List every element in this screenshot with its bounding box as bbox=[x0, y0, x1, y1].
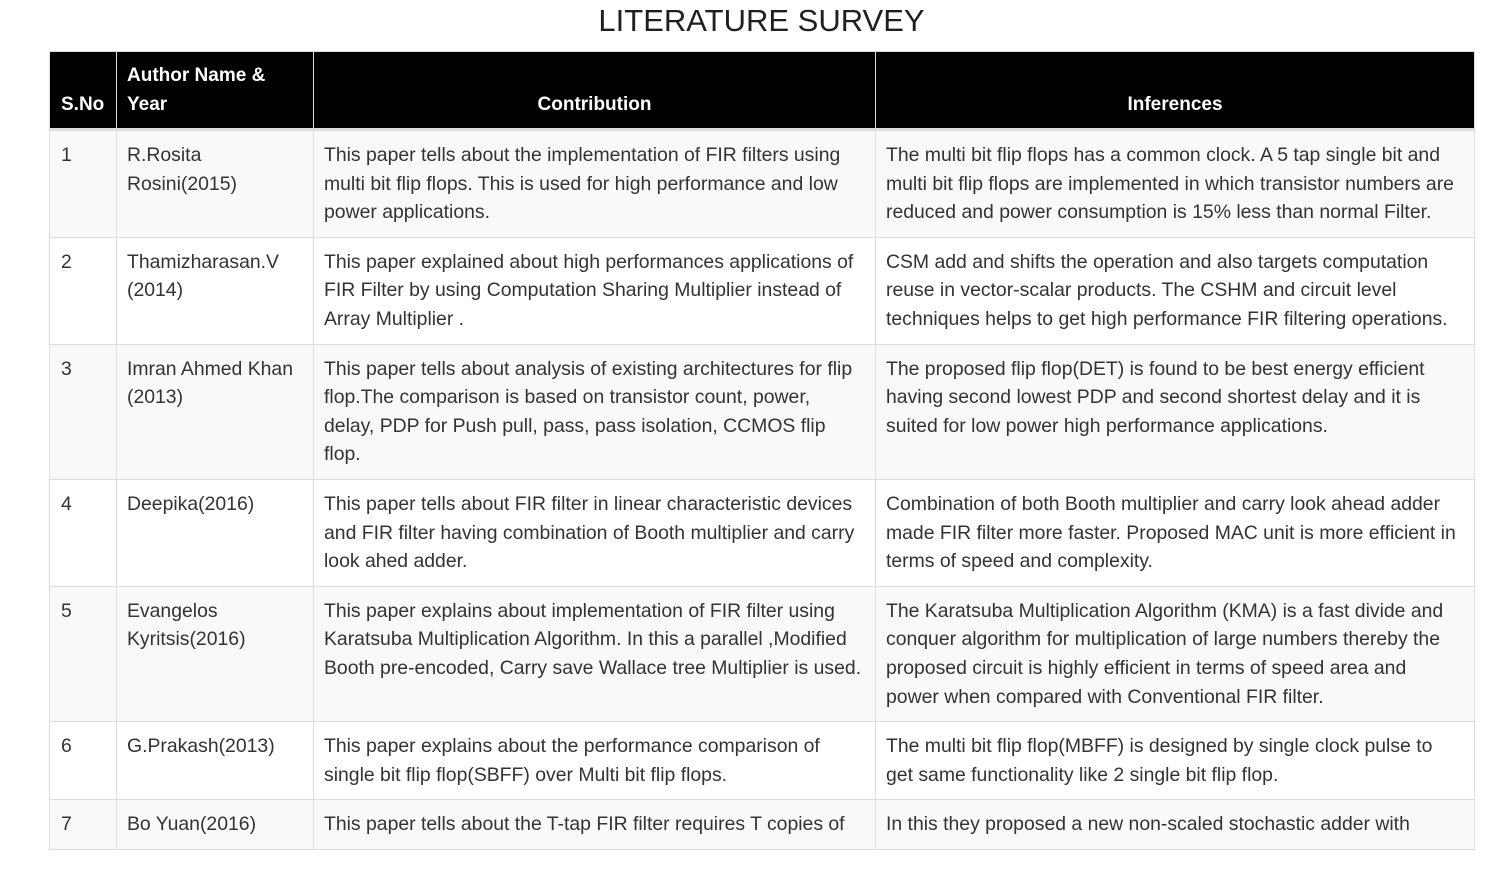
cell-author: R.Rosita Rosini(2015) bbox=[116, 129, 314, 238]
cell-contribution: This paper tells about the T-tap FIR fil… bbox=[313, 799, 876, 850]
cell-author: Bo Yuan(2016) bbox=[116, 799, 314, 850]
cell-contribution: This paper explained about high performa… bbox=[313, 236, 876, 345]
cell-sno: 7 bbox=[49, 799, 117, 850]
cell-sno: 4 bbox=[49, 478, 117, 587]
table-row: 4 Deepika(2016) This paper tells about F… bbox=[49, 478, 1475, 587]
cell-author: Deepika(2016) bbox=[116, 478, 314, 587]
table-row: 2 Thamizharasan.V (2014) This paper expl… bbox=[49, 236, 1475, 345]
cell-sno: 1 bbox=[49, 129, 117, 238]
cell-author: Evangelos Kyritsis(2016) bbox=[116, 585, 314, 723]
cell-author: Imran Ahmed Khan (2013) bbox=[116, 343, 314, 480]
cell-inference: CSM add and shifts the operation and als… bbox=[875, 236, 1475, 345]
table-row: 1 R.Rosita Rosini(2015) This paper tells… bbox=[49, 129, 1475, 238]
cell-contribution: This paper tells about FIR filter in lin… bbox=[313, 478, 876, 587]
table-row: 5 Evangelos Kyritsis(2016) This paper ex… bbox=[49, 585, 1475, 723]
cell-contribution: This paper tells about analysis of exist… bbox=[313, 343, 876, 480]
cell-sno: 2 bbox=[49, 236, 117, 345]
cell-author: Thamizharasan.V (2014) bbox=[116, 236, 314, 345]
table-row: 6 G.Prakash(2013) This paper explains ab… bbox=[49, 721, 1475, 801]
cell-contribution: This paper explains about implementation… bbox=[313, 585, 876, 723]
cell-inference: The multi bit flip flop(MBFF) is designe… bbox=[875, 721, 1475, 801]
header-author: Author Name & Year bbox=[116, 51, 314, 131]
cell-author: G.Prakash(2013) bbox=[116, 721, 314, 801]
header-contribution: Contribution bbox=[313, 51, 876, 131]
header-sno: S.No bbox=[49, 51, 117, 131]
page-title: LITERATURE SURVEY bbox=[598, 3, 925, 38]
header-inferences: Inferences bbox=[875, 51, 1475, 131]
cell-contribution: This paper tells about the implementatio… bbox=[313, 129, 876, 238]
cell-sno: 5 bbox=[49, 585, 117, 723]
cell-inference: The Karatsuba Multiplication Algorithm (… bbox=[875, 585, 1475, 723]
cell-sno: 6 bbox=[49, 721, 117, 801]
literature-table-container: S.No Author Name & Year Contribution Inf… bbox=[49, 51, 1475, 850]
table-header-row: S.No Author Name & Year Contribution Inf… bbox=[49, 51, 1475, 131]
table-row: 7 Bo Yuan(2016) This paper tells about t… bbox=[49, 799, 1475, 850]
cell-inference: The multi bit flip flops has a common cl… bbox=[875, 129, 1475, 238]
cell-contribution: This paper explains about the performanc… bbox=[313, 721, 876, 801]
table-row: 3 Imran Ahmed Khan (2013) This paper tel… bbox=[49, 343, 1475, 480]
cell-inference: In this they proposed a new non-scaled s… bbox=[875, 799, 1475, 850]
cell-inference: The proposed flip flop(DET) is found to … bbox=[875, 343, 1475, 480]
cell-inference: Combination of both Booth multiplier and… bbox=[875, 478, 1475, 587]
cell-sno: 3 bbox=[49, 343, 117, 480]
literature-table: S.No Author Name & Year Contribution Inf… bbox=[49, 51, 1475, 850]
